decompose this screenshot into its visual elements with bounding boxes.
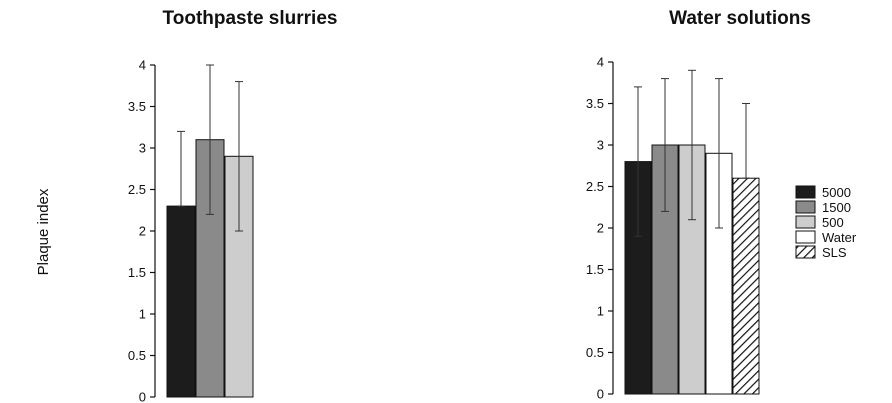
y-axis: 0 0.5 1 1.5 2 2.5 3 3.5 4 xyxy=(586,55,614,402)
y-tick-label: 2.5 xyxy=(586,179,604,194)
bar-5000 xyxy=(166,205,196,398)
legend-swatch-5000 xyxy=(795,185,816,199)
toothpaste-slurries-chart: Toothpaste slurries 0 0.5 1 1.5 2 2.5 3 3.5 4 xyxy=(128,8,338,403)
y-axis-label: Plaque index xyxy=(35,188,52,275)
legend-label-5000: 5000 xyxy=(822,185,851,200)
y-tick-label: 1 xyxy=(139,307,146,322)
chart-title: Toothpaste slurries xyxy=(163,8,338,29)
y-tick-label: 0.5 xyxy=(586,345,604,360)
legend-label-sls: SLS xyxy=(822,245,847,260)
y-tick-label: 2.5 xyxy=(128,182,146,197)
y-tick-label: 3.5 xyxy=(128,99,146,114)
y-tick-label: 3 xyxy=(139,141,146,156)
y-tick-label: 3 xyxy=(597,138,604,153)
y-tick-label: 1.5 xyxy=(586,262,604,277)
bar-1500 xyxy=(195,139,225,398)
y-tick-label: 0 xyxy=(139,390,146,403)
legend-label-water: Water xyxy=(822,230,857,245)
legend-swatch-sls xyxy=(795,245,816,259)
bar-sls xyxy=(732,177,760,395)
legend-label-1500: 1500 xyxy=(822,200,851,215)
y-tick-label: 0.5 xyxy=(128,348,146,363)
y-axis: 0 0.5 1 1.5 2 2.5 3 3.5 4 xyxy=(128,58,156,403)
legend-swatch-water xyxy=(795,230,816,244)
y-tick-label: 1.5 xyxy=(128,265,146,280)
y-tick-label: 4 xyxy=(139,58,146,73)
legend-swatch-500 xyxy=(795,215,816,229)
bars xyxy=(166,64,254,398)
y-tick-label: 0 xyxy=(597,387,604,402)
y-tick-label: 3.5 xyxy=(586,96,604,111)
y-tick-label: 1 xyxy=(597,304,604,319)
legend-label-500: 500 xyxy=(822,215,844,230)
water-solutions-chart: Water solutions 0 0.5 1 1.5 2 2.5 3 3.5 4 xyxy=(586,8,811,402)
y-tick-label: 2 xyxy=(139,224,146,239)
bars xyxy=(624,69,760,395)
y-tick-label: 4 xyxy=(597,55,604,70)
y-tick-label: 2 xyxy=(597,221,604,236)
chart-title: Water solutions xyxy=(669,8,811,29)
legend-swatch-1500 xyxy=(795,200,816,214)
